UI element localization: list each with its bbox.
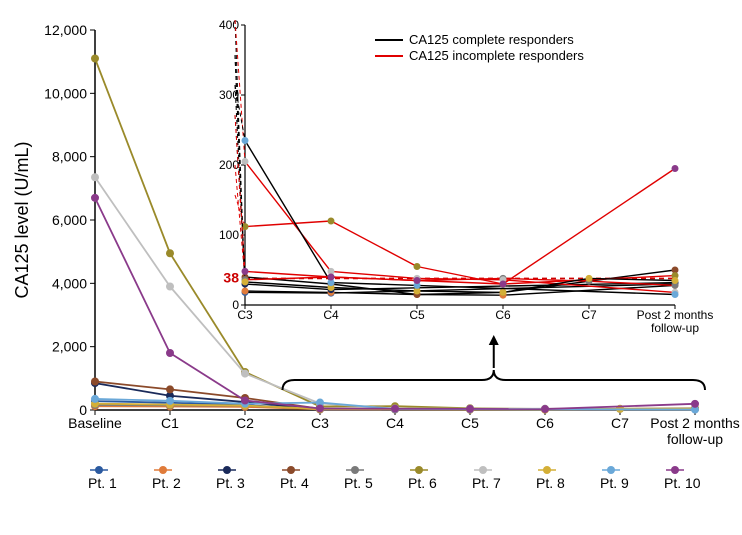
svg-text:C4: C4	[386, 415, 404, 431]
svg-text:C2: C2	[236, 415, 254, 431]
svg-text:C3: C3	[311, 415, 329, 431]
svg-text:10,000: 10,000	[44, 85, 87, 101]
svg-text:Baseline: Baseline	[68, 415, 122, 431]
chart-container: 02,0004,0006,0008,00010,00012,000Baselin…	[0, 0, 742, 535]
svg-text:400: 400	[219, 18, 239, 32]
svg-text:12,000: 12,000	[44, 22, 87, 38]
y-axis-label	[10, 30, 40, 410]
svg-text:C5: C5	[461, 415, 479, 431]
patient-legend	[80, 455, 720, 495]
inset-chart-area	[245, 25, 675, 305]
svg-text:follow-up: follow-up	[667, 431, 723, 447]
svg-text:C1: C1	[161, 415, 179, 431]
svg-text:6,000: 6,000	[52, 212, 87, 228]
threshold-line	[245, 275, 675, 281]
main-chart-svg: 02,0004,0006,0008,00010,00012,000Baselin…	[0, 0, 742, 535]
svg-text:2,000: 2,000	[52, 339, 87, 355]
brace-indicator	[283, 330, 706, 400]
svg-text:C7: C7	[611, 415, 629, 431]
inset-legend	[370, 28, 630, 64]
svg-text:Post 2 months: Post 2 months	[650, 415, 740, 431]
svg-text:8,000: 8,000	[52, 149, 87, 165]
svg-text:4,000: 4,000	[52, 275, 87, 291]
svg-text:C6: C6	[536, 415, 554, 431]
